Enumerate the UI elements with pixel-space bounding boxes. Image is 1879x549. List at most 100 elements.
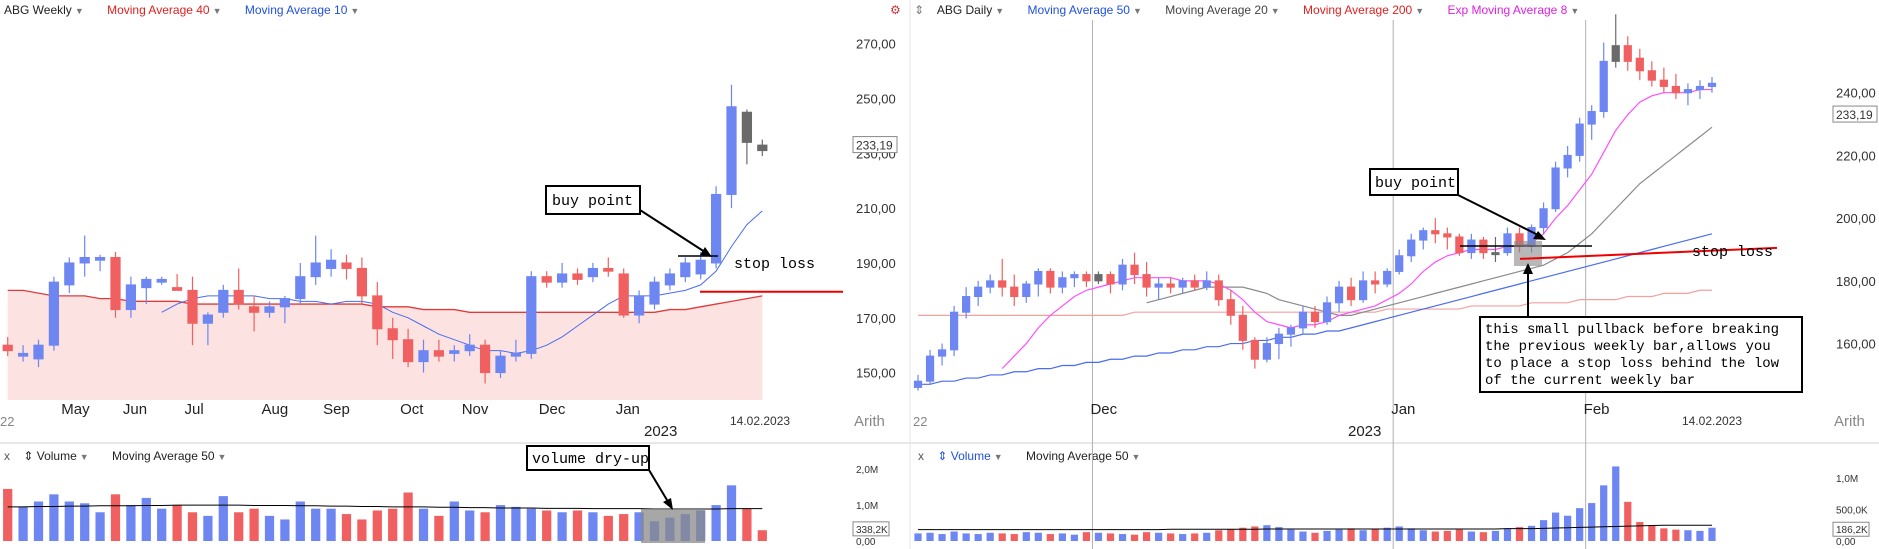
candle-body <box>218 289 229 313</box>
volume-bar <box>249 508 259 541</box>
candle-body <box>1419 230 1428 241</box>
volume-bar <box>1239 527 1247 541</box>
right-legend-header: ⚙ ⇕ ABG Daily ▼ Moving Average 50 ▼ Moving… <box>890 3 1599 17</box>
candle-body <box>279 298 291 308</box>
candle-body <box>1371 280 1380 285</box>
x-axis-tick-label: Jun <box>123 401 147 418</box>
candle-body <box>264 306 275 313</box>
left-symbol-label[interactable]: ABG Weekly ▼ <box>4 3 84 17</box>
right-buy-point-box <box>1369 168 1459 196</box>
left-legend-header: ABG Weekly ▼ Moving Average 40 ▼ Moving Av… <box>4 3 379 17</box>
candle-body <box>998 280 1007 288</box>
right-ma20-label[interactable]: Moving Average 20 ▼ <box>1165 3 1280 17</box>
candle-body <box>1022 283 1031 298</box>
volume-bar <box>110 494 121 541</box>
last-price-box <box>852 136 898 154</box>
volume-bar <box>526 508 536 541</box>
right-ma200-label[interactable]: Moving Average 200 ▼ <box>1303 3 1425 17</box>
volume-bar <box>1539 520 1548 541</box>
volume-bar <box>511 506 521 541</box>
candle-body <box>1635 57 1644 72</box>
volume-bar <box>1335 529 1343 541</box>
volume-bar <box>1515 527 1524 541</box>
ma20-line <box>1146 126 1713 316</box>
right-ema8-label[interactable]: Exp Moving Average 8 ▼ <box>1447 3 1580 17</box>
candle-body <box>1407 239 1416 257</box>
volume-bar <box>726 485 737 541</box>
candle-body <box>33 344 44 360</box>
left-volume-label[interactable]: ⇕ Volume ▼ <box>23 449 89 463</box>
candle-body <box>1010 286 1019 298</box>
candle-body <box>949 311 959 351</box>
annotations-layer: buy point stop loss volume dry-up buy point… <box>526 168 1803 543</box>
right-volume-close-icon[interactable]: x <box>918 449 924 463</box>
candle-body <box>510 352 522 357</box>
volume-bar <box>1070 534 1079 541</box>
right-date-label: 14.02.2023 <box>1682 414 1742 428</box>
volume-bar <box>757 530 767 541</box>
volume-bar <box>1082 532 1091 541</box>
volume-bar <box>1215 530 1223 541</box>
right-ma50-label[interactable]: Moving Average 50 ▼ <box>1027 3 1142 17</box>
price-tick-label: 250,00 <box>856 92 896 107</box>
left-price-panel[interactable]: 270,00250,00230,00210,00190,00170,00150,… <box>2 37 898 418</box>
volume-bar <box>1564 515 1572 541</box>
left-ma40-label[interactable]: Moving Average 40 ▼ <box>107 3 222 17</box>
volume-bar <box>280 519 290 541</box>
candle-body <box>17 352 29 357</box>
candle-body <box>741 111 753 143</box>
candle-body <box>1058 277 1067 288</box>
last-price-box <box>1832 105 1878 123</box>
candle-body <box>1395 255 1404 272</box>
last-price-label: 233,19 <box>856 139 893 153</box>
candle-body <box>187 289 198 324</box>
volume-bar <box>1479 532 1488 541</box>
volume-bar <box>1600 485 1608 541</box>
volume-bar <box>1636 522 1644 541</box>
volume-bar <box>1155 532 1163 541</box>
left-ma10-label[interactable]: Moving Average 10 ▼ <box>244 3 360 17</box>
right-volume-ma-label[interactable]: Moving Average 50 ▼ <box>1026 449 1141 463</box>
left-scale-label[interactable]: Arith <box>854 413 885 430</box>
candle-body <box>1238 314 1247 341</box>
candle-body <box>1443 233 1452 238</box>
candle-body <box>710 193 722 264</box>
candle-body <box>1106 274 1115 285</box>
candle-body <box>1142 274 1151 288</box>
volume-last-box <box>852 521 890 537</box>
volume-bar <box>572 510 583 541</box>
volume-tick-label: 1,0M <box>856 501 878 512</box>
x-axis-tick-label: May <box>61 401 90 418</box>
right-symbol-label[interactable]: ABG Daily ▼ <box>936 3 1005 17</box>
candle-body <box>2 344 13 352</box>
volume-bar <box>1046 534 1054 541</box>
left-volume-ma-label[interactable]: Moving Average 50 ▼ <box>112 449 227 463</box>
volume-bar <box>157 508 167 541</box>
volume-bar <box>434 515 444 541</box>
volume-bar <box>341 514 352 541</box>
volume-bar <box>938 534 946 541</box>
settings-icon[interactable]: ⚙ <box>890 3 901 17</box>
volume-bar <box>1551 512 1560 541</box>
pullback-note-box <box>1479 316 1803 393</box>
volume-tick-label: 0,00 <box>856 537 876 548</box>
candle-body <box>1563 154 1572 169</box>
volume-bar <box>126 505 136 541</box>
right-volume-label[interactable]: ⇕ Volume ▼ <box>937 449 1003 463</box>
right-move-icon[interactable]: ⇕ <box>914 3 925 17</box>
candle-body <box>695 259 706 275</box>
right-scale-label[interactable]: Arith <box>1834 413 1865 430</box>
candle-body <box>757 144 768 152</box>
volume-bar <box>1347 528 1355 541</box>
volume-bar <box>141 497 151 541</box>
x-axis-tick-label: Feb <box>1584 401 1610 418</box>
volume-bar <box>1263 525 1271 541</box>
left-volume-close-icon[interactable]: x <box>4 449 10 463</box>
candle-body <box>1695 85 1705 91</box>
volume-bar <box>962 533 970 541</box>
volume-bar <box>1323 530 1331 541</box>
candle-body <box>1599 60 1608 113</box>
